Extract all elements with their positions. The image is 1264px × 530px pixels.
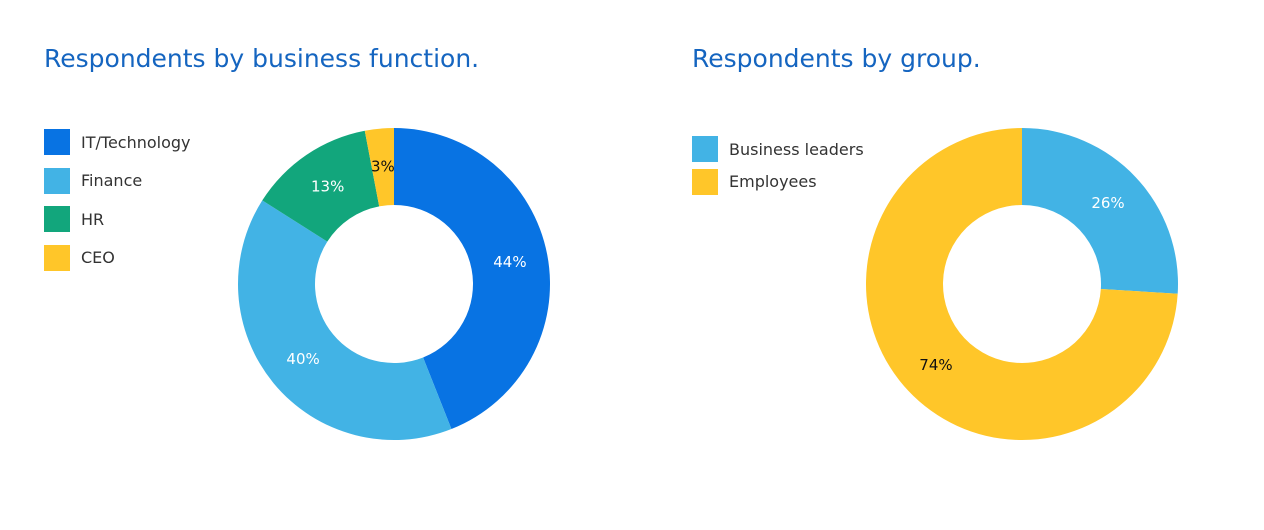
legend-label: Employees <box>729 172 817 191</box>
data-label-finance: 40% <box>286 350 319 368</box>
slice-ceo <box>364 128 394 207</box>
chart-title: Respondents by business function. <box>44 44 480 73</box>
legend-swatch <box>44 244 70 271</box>
data-label-ceo: 3% <box>371 158 395 176</box>
legend-label: Finance <box>81 171 143 190</box>
legend-label: CEO <box>81 248 115 267</box>
data-label-business-leaders: 26% <box>1091 194 1124 212</box>
legend-label: HR <box>81 209 105 229</box>
donut-chart: 26% 74% <box>866 128 1178 440</box>
data-label-it-technology: 44% <box>493 253 526 271</box>
slice-it-technology <box>394 128 551 430</box>
legend-item-it-technology: IT/Technology <box>44 129 191 155</box>
legend-item-finance: Finance <box>44 167 191 194</box>
donut-chart: 44% 40% 13% 3% <box>237 128 551 441</box>
legend-item-business-leaders: Business leaders <box>692 136 864 162</box>
legend-item-employees: Employees <box>692 168 864 195</box>
legend-label: Business leaders <box>729 139 864 159</box>
data-label-hr: 13% <box>311 177 344 195</box>
legend-item-hr: HR <box>44 206 191 232</box>
legend-swatch <box>692 168 718 195</box>
data-label-employees: 74% <box>919 356 952 374</box>
chart-group: Respondents by group. Business leaders Em… <box>640 0 1264 530</box>
chart-title: Respondents by group. <box>692 44 981 73</box>
legend-swatch <box>44 129 70 155</box>
legend-item-ceo: CEO <box>44 244 191 271</box>
slice-finance <box>237 200 452 441</box>
slice-employees <box>866 128 1178 440</box>
legend-swatch <box>692 136 718 162</box>
slice-hr <box>262 130 380 242</box>
chart-business-function: Respondents by business function. IT/Tec… <box>0 0 620 530</box>
chart-legend: Business leaders Employees <box>692 136 864 201</box>
chart-legend: IT/Technology Finance HR CEO <box>44 129 191 283</box>
slice-business-leaders <box>1022 128 1178 294</box>
legend-swatch <box>44 206 70 232</box>
legend-swatch <box>44 167 70 194</box>
legend-label: IT/Technology <box>81 132 191 152</box>
